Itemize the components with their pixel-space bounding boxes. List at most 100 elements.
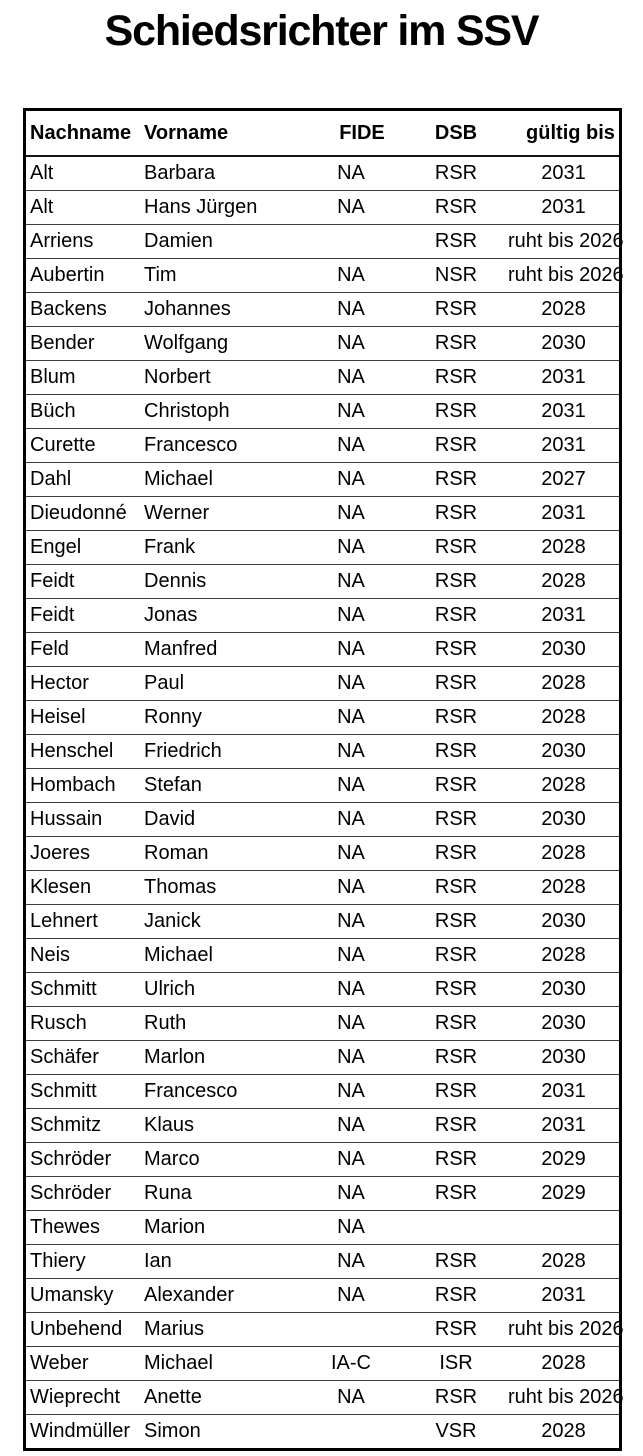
cell-vorname: Tim xyxy=(140,258,298,293)
cell-vorname: Janick xyxy=(140,904,298,939)
cell-vorname: Michael xyxy=(140,462,298,497)
column-header-dsb: DSB xyxy=(404,111,508,157)
cell-fide: NA xyxy=(298,1040,404,1075)
cell-fide: NA xyxy=(298,360,404,395)
cell-vorname: Frank xyxy=(140,530,298,565)
cell-dsb: VSR xyxy=(404,1414,508,1448)
cell-dsb: RSR xyxy=(404,734,508,769)
referee-table: Nachname Vorname FIDE DSB gültig bis Alt Barb… xyxy=(26,111,624,1448)
cell-gueltig_bis: ruht bis 2026 xyxy=(508,258,624,293)
cell-nachname: Backens xyxy=(26,292,140,327)
cell-dsb: RSR xyxy=(404,802,508,837)
cell-dsb xyxy=(404,1210,508,1245)
table-row: Alt Barbara NA RSR 2031 xyxy=(26,155,619,191)
cell-nachname: Wieprecht xyxy=(26,1380,140,1415)
cell-fide: IA-C xyxy=(298,1346,404,1381)
cell-dsb: RSR xyxy=(404,462,508,497)
cell-nachname: Schröder xyxy=(26,1176,140,1211)
cell-gueltig_bis: 2031 xyxy=(508,155,619,191)
cell-fide: NA xyxy=(298,1108,404,1143)
cell-dsb: RSR xyxy=(404,1244,508,1279)
cell-nachname: Feld xyxy=(26,632,140,667)
cell-dsb: RSR xyxy=(404,1040,508,1075)
cell-gueltig_bis: 2031 xyxy=(508,360,619,395)
cell-fide: NA xyxy=(298,326,404,361)
cell-nachname: Hombach xyxy=(26,768,140,803)
cell-nachname: Klesen xyxy=(26,870,140,905)
cell-fide: NA xyxy=(298,870,404,905)
cell-vorname: Manfred xyxy=(140,632,298,667)
cell-dsb: RSR xyxy=(404,870,508,905)
table-row: Curette Francesco NA RSR 2031 xyxy=(26,428,619,463)
cell-nachname: Heisel xyxy=(26,700,140,735)
cell-nachname: Aubertin xyxy=(26,258,140,293)
header-row: Nachname Vorname FIDE DSB gültig bis xyxy=(26,111,619,157)
cell-fide: NA xyxy=(298,802,404,837)
table-row: Umansky Alexander NA RSR 2031 xyxy=(26,1278,619,1313)
cell-nachname: Thewes xyxy=(26,1210,140,1245)
cell-fide: NA xyxy=(298,190,404,225)
cell-gueltig_bis: 2027 xyxy=(508,462,619,497)
cell-dsb: NSR xyxy=(404,258,508,293)
cell-vorname: Hans Jürgen xyxy=(140,190,298,225)
cell-gueltig_bis: ruht bis 2026 xyxy=(508,224,624,259)
cell-vorname: Norbert xyxy=(140,360,298,395)
cell-dsb: RSR xyxy=(404,972,508,1007)
cell-vorname: Marco xyxy=(140,1142,298,1177)
cell-dsb: RSR xyxy=(404,1176,508,1211)
cell-nachname: Blum xyxy=(26,360,140,395)
table-row: Bender Wolfgang NA RSR 2030 xyxy=(26,326,619,361)
cell-dsb: RSR xyxy=(404,1108,508,1143)
cell-gueltig_bis: 2030 xyxy=(508,1040,619,1075)
cell-fide: NA xyxy=(298,462,404,497)
cell-fide xyxy=(298,1414,404,1448)
cell-nachname: Curette xyxy=(26,428,140,463)
cell-gueltig_bis: 2030 xyxy=(508,734,619,769)
cell-dsb: RSR xyxy=(404,292,508,327)
cell-vorname: Michael xyxy=(140,938,298,973)
cell-nachname: Henschel xyxy=(26,734,140,769)
cell-gueltig_bis: 2029 xyxy=(508,1142,619,1177)
cell-gueltig_bis: 2030 xyxy=(508,972,619,1007)
cell-nachname: Alt xyxy=(26,190,140,225)
cell-vorname: Marius xyxy=(140,1312,298,1347)
cell-vorname: Christoph xyxy=(140,394,298,429)
cell-fide: NA xyxy=(298,1210,404,1245)
cell-gueltig_bis: 2028 xyxy=(508,564,619,599)
table-row: Dieudonné Werner NA RSR 2031 xyxy=(26,496,619,531)
cell-gueltig_bis: 2028 xyxy=(508,938,619,973)
cell-vorname: Ian xyxy=(140,1244,298,1279)
cell-fide: NA xyxy=(298,768,404,803)
cell-gueltig_bis: 2030 xyxy=(508,802,619,837)
table-row: Joeres Roman NA RSR 2028 xyxy=(26,836,619,871)
cell-gueltig_bis: 2031 xyxy=(508,428,619,463)
cell-gueltig_bis: 2028 xyxy=(508,1346,619,1381)
cell-dsb: RSR xyxy=(404,428,508,463)
cell-dsb: RSR xyxy=(404,632,508,667)
cell-gueltig_bis: 2030 xyxy=(508,1006,619,1041)
cell-gueltig_bis: ruht bis 2026 xyxy=(508,1380,624,1415)
cell-nachname: Feidt xyxy=(26,564,140,599)
cell-nachname: Alt xyxy=(26,155,140,191)
cell-vorname: Marion xyxy=(140,1210,298,1245)
table-row: Arriens Damien RSR ruht bis 2026 xyxy=(26,224,624,259)
cell-fide: NA xyxy=(298,836,404,871)
cell-fide: NA xyxy=(298,258,404,293)
table-row: Schröder Marco NA RSR 2029 xyxy=(26,1142,619,1177)
cell-gueltig_bis: 2030 xyxy=(508,326,619,361)
cell-nachname: Hussain xyxy=(26,802,140,837)
cell-gueltig_bis: 2031 xyxy=(508,1108,619,1143)
cell-fide: NA xyxy=(298,1142,404,1177)
cell-dsb: RSR xyxy=(404,496,508,531)
column-header-vorname: Vorname xyxy=(140,111,298,157)
cell-nachname: Engel xyxy=(26,530,140,565)
cell-vorname: Barbara xyxy=(140,155,298,191)
table-row: Thiery Ian NA RSR 2028 xyxy=(26,1244,619,1279)
cell-vorname: Francesco xyxy=(140,1074,298,1109)
table-row: Hombach Stefan NA RSR 2028 xyxy=(26,768,619,803)
cell-dsb: RSR xyxy=(404,1380,508,1415)
table-row: Schmitt Francesco NA RSR 2031 xyxy=(26,1074,619,1109)
column-header-gueltig_bis: gültig bis xyxy=(508,111,619,157)
cell-gueltig_bis: 2028 xyxy=(508,836,619,871)
cell-fide: NA xyxy=(298,496,404,531)
